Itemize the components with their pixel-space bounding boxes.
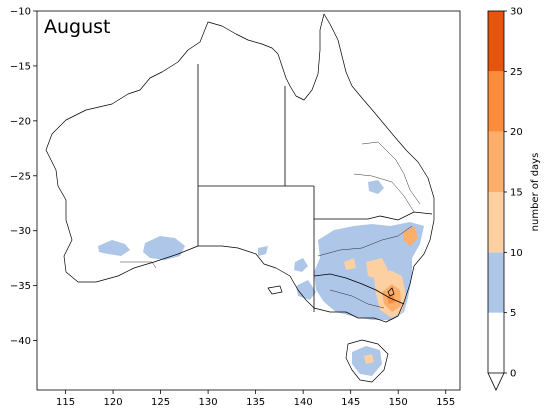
colorbar-tick-label: 5 [510, 308, 516, 319]
x-axis: 115 120 125 130 135 140 145 150 155 [56, 390, 455, 408]
colorbar-tick-label: 25 [510, 67, 523, 78]
shade-sa-3 [296, 280, 316, 300]
x-tick-label: 155 [436, 397, 455, 408]
coastlines [45, 13, 435, 383]
map-axes-frame [36, 10, 461, 391]
y-tick-label: −15 [10, 61, 31, 72]
x-tick-label: 150 [389, 397, 408, 408]
colorbar-tick-label: 15 [510, 188, 523, 199]
colorbar-bin [488, 131, 504, 192]
colorbar-bin [488, 192, 504, 253]
y-tick-label: −40 [10, 336, 31, 347]
colorbar-tick-label: 10 [510, 248, 523, 259]
x-tick-label: 115 [56, 397, 75, 408]
border-qld-nsw [314, 211, 433, 221]
y-tick-label: −20 [10, 116, 31, 127]
tasmania-coastline [345, 339, 389, 383]
colorbar-extend-triangle [487, 372, 505, 391]
y-tick-label: −10 [10, 7, 31, 18]
kangaroo-island [267, 285, 283, 295]
x-tick-label: 125 [151, 397, 170, 408]
shade-sw-wa-2 [143, 236, 185, 260]
x-tick-label: 120 [103, 397, 122, 408]
shade-sa-1 [258, 246, 268, 256]
y-tick-label: −35 [10, 281, 31, 292]
colorbar-tick-label: 30 [510, 7, 523, 18]
mainland-coastline [45, 13, 435, 323]
shade-alps-dark [387, 294, 395, 304]
border-nsw-vic [313, 273, 405, 305]
colorbar-bin [488, 252, 504, 313]
x-tick-label: 130 [199, 397, 218, 408]
colorbar-bin [488, 71, 504, 132]
map-title: August [44, 16, 111, 38]
y-tick-label: −25 [10, 171, 31, 182]
colorbar-tick-label: 0 [510, 369, 516, 380]
colorbar: 0 5 10 15 20 25 30 number of days [487, 7, 541, 391]
x-tick-label: 135 [246, 397, 265, 408]
shade-riverina-peach [344, 258, 356, 270]
colorbar-bin [488, 11, 504, 72]
y-tick-label: −30 [10, 226, 31, 237]
state-borders [197, 64, 433, 312]
shaded-areas [98, 180, 424, 376]
region-lines [120, 141, 421, 309]
shade-tas-peach [364, 354, 374, 364]
shade-sa-2 [294, 258, 308, 272]
colorbar-label: number of days [530, 153, 541, 232]
x-tick-label: 140 [294, 397, 313, 408]
shade-qld-1 [368, 180, 384, 194]
border-act [387, 287, 395, 297]
colorbar-bin [488, 312, 504, 373]
shade-nsw-tablelands [403, 226, 418, 246]
x-tick-label: 145 [341, 397, 360, 408]
shade-sw-wa-1 [98, 240, 130, 256]
colorbar-tick-label: 20 [510, 127, 523, 138]
y-axis: −10 −15 −20 −25 −30 −35 −40 [10, 7, 37, 347]
